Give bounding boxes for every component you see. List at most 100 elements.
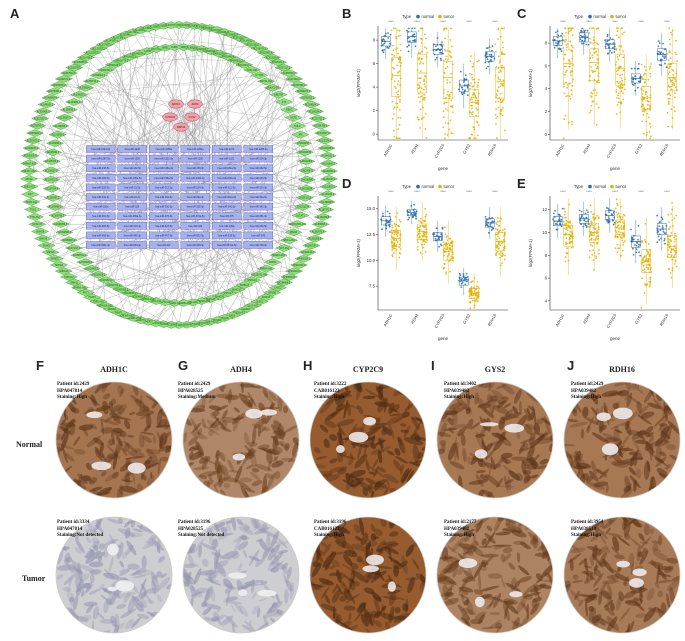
y-tick-label: 12.5 <box>367 232 376 237</box>
lncrna-label: PVT1 <box>83 293 89 295</box>
tissue-texture <box>212 410 220 417</box>
lncrna-label: AC073610.2 <box>288 78 301 81</box>
data-point <box>674 92 676 95</box>
tissue-texture <box>234 603 244 615</box>
lncrna-label: LINC00511 <box>173 325 185 327</box>
data-point <box>398 243 401 246</box>
legend-label-tumor: tumor <box>616 184 627 189</box>
data-point <box>450 72 453 75</box>
data-point <box>501 64 503 67</box>
tissue-texture <box>63 413 69 421</box>
mirna-label: hsa-miR-485-5p <box>92 234 110 237</box>
lncrna-diamond <box>257 77 276 86</box>
tissue-texture <box>623 576 630 586</box>
tissue-texture <box>319 424 329 433</box>
data-point <box>496 244 498 247</box>
data-point <box>641 269 644 271</box>
tissue-texture <box>244 579 264 585</box>
vessel-lumen <box>474 449 488 459</box>
data-point <box>639 254 642 257</box>
data-point <box>396 102 399 105</box>
data-point <box>618 45 620 47</box>
tissue-texture <box>386 478 390 486</box>
lncrna-node: HCP5 <box>284 113 303 122</box>
tissue-texture <box>503 457 509 465</box>
data-point <box>623 228 625 231</box>
data-point <box>468 289 471 292</box>
tissue-texture <box>602 432 618 441</box>
data-point <box>570 246 573 249</box>
lncrna-label: LINC00460 <box>300 161 312 163</box>
lncrna-label: AC004687.1 <box>132 295 145 298</box>
tissue-texture <box>374 401 392 408</box>
tissue-texture <box>103 588 113 594</box>
data-point <box>424 224 427 227</box>
tissue-texture <box>599 534 607 545</box>
data-point <box>415 217 417 220</box>
tissue-texture <box>127 434 135 438</box>
lncrna-node: AC034229.4 <box>76 258 95 267</box>
tissue-texture <box>68 576 73 588</box>
tissue-texture <box>190 585 197 599</box>
lncrna-label: JPX <box>298 135 303 137</box>
data-point <box>607 219 610 222</box>
tissue-texture <box>539 458 550 465</box>
tissue-texture <box>651 540 661 544</box>
data-point <box>589 41 592 44</box>
data-point <box>563 118 566 121</box>
data-point <box>476 60 479 63</box>
data-point <box>391 66 394 69</box>
lncrna-label: AP005530.1 <box>283 276 296 279</box>
lncrna-label: XIST <box>28 194 34 196</box>
lncrna-node: LINC00339 <box>295 148 315 157</box>
tissue-texture <box>145 536 157 543</box>
data-point <box>444 133 446 135</box>
tissue-texture <box>656 467 668 477</box>
data-point <box>471 85 474 88</box>
tissue-texture <box>112 450 118 470</box>
lncrna-node: SLC25A21-AS1 <box>250 270 269 279</box>
data-point <box>669 94 672 97</box>
mirna-label: hsa-miR-301a-3p <box>218 196 237 199</box>
lncrna-node: AC087482.1 <box>289 81 309 89</box>
data-point <box>620 225 623 228</box>
data-point <box>432 232 435 235</box>
data-point <box>477 59 480 62</box>
data-point <box>420 118 423 121</box>
lncrna-diamond <box>235 61 254 69</box>
data-point <box>662 52 664 55</box>
lncrna-diamond <box>59 69 78 77</box>
tissue-texture <box>584 577 592 585</box>
tissue-texture <box>117 404 127 414</box>
tissue-texture <box>106 597 113 605</box>
tissue-texture <box>393 612 411 623</box>
tissue-texture <box>493 456 505 470</box>
mirna-box <box>180 154 211 163</box>
data-point <box>572 27 574 30</box>
tissue-texture <box>219 461 226 479</box>
data-point <box>499 98 502 101</box>
mirna-node: hsa-miR-134-3p <box>243 154 274 163</box>
tissue-texture <box>475 611 487 620</box>
lncrna-label: AC058791.1 <box>73 254 86 257</box>
lncrna-node: GSEC <box>280 105 299 114</box>
lncrna-diamond <box>302 100 321 109</box>
tissue-texture <box>467 456 471 466</box>
data-point <box>443 27 446 30</box>
tissue-texture <box>608 391 624 397</box>
significance-label: **** <box>612 20 618 24</box>
tissue-texture <box>319 398 334 414</box>
tissue-texture <box>526 407 530 415</box>
data-point <box>568 95 571 98</box>
lncrna-diamond <box>319 159 338 168</box>
tissue-texture <box>518 443 525 455</box>
tissue-texture <box>198 544 203 558</box>
tissue-texture <box>373 465 379 478</box>
tissue-texture <box>262 608 280 619</box>
tissue-texture <box>639 549 649 565</box>
mirna-label: hsa-miR-24-3p <box>124 196 140 199</box>
data-point <box>393 222 396 225</box>
data-point <box>646 249 648 252</box>
data-point <box>592 213 594 216</box>
data-point <box>474 294 477 297</box>
